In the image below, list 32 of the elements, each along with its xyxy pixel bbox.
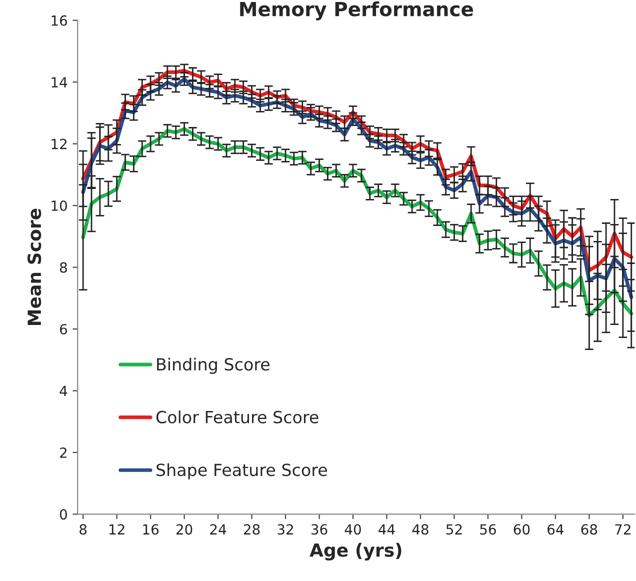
x-tick-label: 64 <box>548 524 564 535</box>
x-tick-label: 32 <box>278 524 293 535</box>
y-tick-label: 6 <box>60 324 67 334</box>
x-tick-label: 72 <box>615 524 630 534</box>
x-tick-label: 36 <box>311 524 328 535</box>
y-tick-label: 12 <box>52 138 66 150</box>
y-tick-label: 8 <box>60 262 67 273</box>
x-tick-label: 68 <box>581 524 598 535</box>
x-tick-label: 56 <box>480 524 496 535</box>
x-tick-label: 20 <box>176 524 192 535</box>
x-tick-label: 12 <box>110 524 124 534</box>
x-axis-title: Age (yrs) <box>310 542 402 560</box>
y-tick-label: 2 <box>60 447 66 458</box>
y-tick-label: 16 <box>52 15 67 26</box>
x-tick-label: 28 <box>244 524 260 535</box>
x-tick-label: 8 <box>80 524 87 535</box>
legend-label: Shape Feature Score <box>156 463 327 480</box>
y-tick-label: 14 <box>52 77 68 88</box>
y-tick-label: 10 <box>52 200 67 212</box>
x-tick-label: 60 <box>514 524 530 535</box>
x-tick-label: 44 <box>378 524 395 534</box>
y-axis-title: Mean Score <box>27 208 42 325</box>
x-tick-label: 16 <box>143 524 159 535</box>
y-tick-label: 4 <box>60 386 68 396</box>
x-tick-label: 48 <box>412 524 428 535</box>
x-tick-label: 24 <box>210 524 226 534</box>
x-tick-label: 52 <box>446 524 462 535</box>
y-tick-label: 0 <box>60 509 67 520</box>
legend-label: Color Feature Score <box>156 410 318 424</box>
chart-title: Memory Performance <box>240 1 473 20</box>
legend-label: Binding Score <box>157 358 270 374</box>
x-tick-label: 40 <box>344 524 361 535</box>
